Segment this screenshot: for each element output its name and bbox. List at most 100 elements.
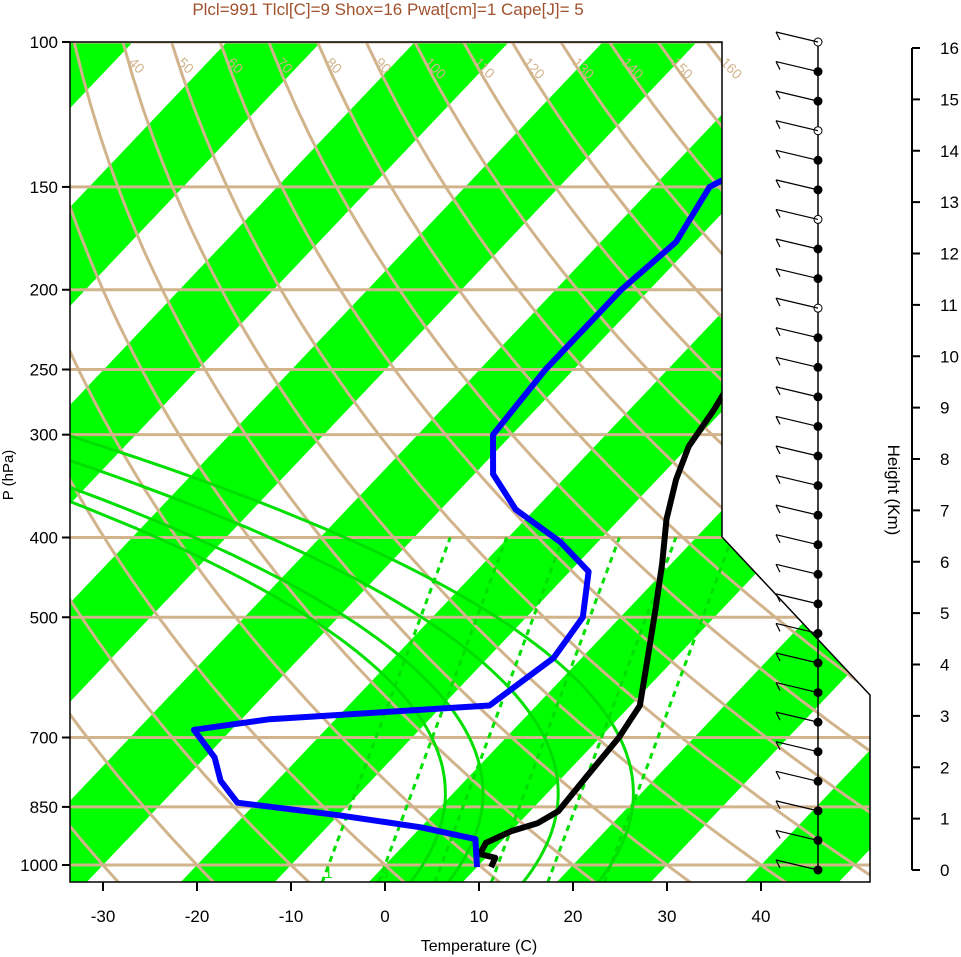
mixing-ratio-label: 1 — [325, 865, 333, 881]
wind-barb — [775, 90, 819, 102]
height-tick-label: 7 — [940, 501, 949, 520]
y-axis: 100 150 200 250 300 400 500 700 850 1000 — [20, 33, 70, 875]
mixing-ratio-line — [377, 536, 509, 882]
wind-barb — [775, 179, 819, 191]
wind-barb — [775, 474, 819, 487]
wind-barb — [775, 386, 819, 398]
moist-adiabat-line — [70, 353, 635, 882]
moist-adiabat-line — [70, 353, 560, 882]
height-tick-label: 11 — [940, 296, 958, 315]
y-tick-label: 500 — [30, 608, 58, 627]
height-tick-label: 15 — [940, 90, 959, 109]
chart-title: Plcl=991 Tlcl[C]=9 Shox=16 Pwat[cm]=1 Ca… — [192, 0, 583, 19]
wind-barb — [775, 297, 819, 309]
height-tick-label: 2 — [940, 758, 949, 777]
wind-barb-flag — [775, 150, 781, 159]
y-tick-label: 100 — [30, 33, 58, 52]
wind-barb — [775, 593, 819, 605]
wind-barb — [775, 534, 819, 546]
height-tick-label: 16 — [940, 39, 959, 58]
wind-barb-flag — [775, 830, 781, 839]
wind-barb-flag — [775, 90, 781, 100]
wind-barb — [775, 327, 819, 339]
height-tick-label: 13 — [940, 193, 959, 212]
height-tick-label: 10 — [940, 347, 959, 366]
dry-adiabat-line — [70, 42, 715, 882]
wind-barb — [775, 770, 819, 782]
dry-adiabat-label: 40 — [126, 54, 148, 76]
wind-barb — [775, 652, 819, 664]
wind-barb-flag — [775, 238, 781, 248]
mixing-ratio-line — [546, 536, 678, 882]
dry-adiabat-line — [70, 42, 618, 882]
wind-barb-flag — [775, 741, 781, 750]
wind-barb-flag — [775, 771, 781, 780]
height-tick-label: 0 — [940, 861, 949, 880]
wind-barb-flag — [775, 327, 781, 336]
x-tick-label: 40 — [752, 907, 771, 926]
wind-barb — [775, 356, 819, 368]
wind-barb-flag — [775, 209, 781, 218]
wind-barb-flag — [775, 268, 781, 277]
isotherm-band — [164, 42, 870, 882]
wind-barb-flag — [775, 31, 781, 41]
height-tick-label: 5 — [940, 604, 949, 623]
mixing-ratio-line — [489, 536, 621, 882]
wind-barb — [775, 415, 819, 428]
y-tick-label: 300 — [30, 426, 58, 445]
wind-barb-flag — [775, 61, 781, 70]
isotherm-band — [70, 42, 545, 882]
height-tick-label: 4 — [940, 656, 949, 675]
mixing-ratio-label: 3 — [381, 865, 389, 881]
x-axis-label: Temperature (C) — [421, 938, 537, 955]
dry-adiabat-line — [70, 42, 425, 882]
wind-barb-flag — [775, 534, 781, 543]
wind-barb-flag — [775, 120, 781, 129]
wind-barb-flag — [775, 475, 781, 484]
height-tick-label: 1 — [940, 810, 949, 829]
wind-barb — [775, 800, 819, 812]
dry-adiabat-line — [70, 42, 329, 882]
wind-barb-flag — [775, 297, 781, 307]
wind-barb-flag — [775, 386, 781, 396]
x-tick-label: 10 — [470, 907, 489, 926]
wind-barb-flag — [775, 564, 781, 573]
wind-barb — [775, 563, 819, 575]
x-tick-label: 20 — [564, 907, 583, 926]
height-tick-label: 8 — [940, 450, 949, 469]
x-tick-label: -10 — [279, 907, 304, 926]
wind-barb — [775, 238, 819, 250]
dry-adiabat-label: 80 — [323, 54, 345, 76]
x-tick-label: -30 — [91, 907, 116, 926]
plot-frame — [69, 41, 871, 883]
wind-barb — [775, 149, 819, 161]
dry-adiabat-line — [395, 42, 870, 882]
dry-adiabat-label: 50 — [175, 54, 197, 76]
dry-adiabat-line — [111, 42, 811, 882]
wind-barb — [775, 711, 819, 723]
dry-adiabat-line — [70, 42, 135, 882]
wind-barb-flag — [775, 416, 781, 425]
dry-adiabat-line — [253, 42, 870, 882]
wind-barb-flag — [775, 859, 781, 869]
sounding-profiles — [190, 42, 870, 869]
wind-barb — [775, 120, 819, 132]
y-tick-label: 250 — [30, 361, 58, 380]
y-tick-label: 400 — [30, 528, 58, 547]
height-tick-label: 9 — [940, 399, 949, 418]
x-tick-label: 0 — [380, 907, 389, 926]
dry-adiabat-line — [206, 42, 870, 882]
wind-barb — [775, 622, 819, 635]
height-tick-label: 6 — [940, 553, 949, 572]
wind-barb — [775, 859, 819, 871]
wind-barb — [775, 681, 819, 694]
dry-adiabat-label: 120 — [520, 54, 548, 82]
plot-border — [69, 41, 871, 883]
x-tick-label: 30 — [658, 907, 677, 926]
wind-barb-flag — [775, 623, 781, 632]
temperature-profile — [476, 42, 870, 869]
height-tick-label: 3 — [940, 707, 949, 726]
